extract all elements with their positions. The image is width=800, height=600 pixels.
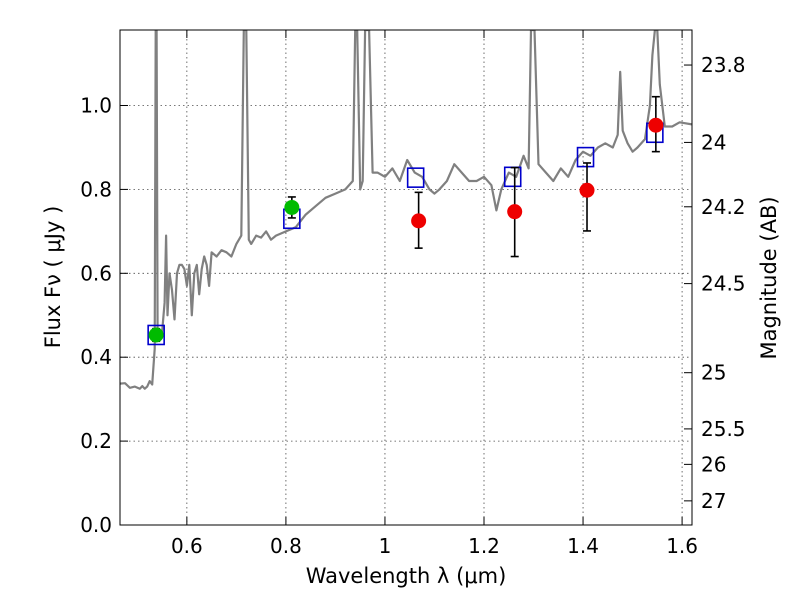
x-tick-label-1: 0.8 (270, 534, 302, 558)
y-tick-label-5: 1.0 (80, 94, 112, 118)
detection-point-0 (148, 327, 164, 343)
model-photometry-square-4 (576, 146, 595, 168)
x-axis-label: Wavelength λ (μm) (306, 564, 507, 588)
grid-lines (120, 30, 692, 525)
ir-measurement-point-3 (648, 117, 664, 133)
ir-measurement-point-0 (411, 213, 427, 229)
spectrum-line (120, 30, 692, 390)
y-tick-label-1: 0.2 (80, 429, 112, 453)
detection-point-1 (284, 199, 300, 215)
x-tick-label-2: 1 (379, 534, 392, 558)
ir-measurement-point-2 (579, 182, 595, 198)
plot-frame (119, 29, 693, 526)
x-tick-label-0: 0.6 (171, 534, 203, 558)
ir-measurement-point-1 (507, 204, 523, 220)
y-tick-label-3: 0.6 (80, 261, 112, 285)
x-tick-label-4: 1.4 (567, 534, 599, 558)
right-tick-label-5: 25.5 (701, 417, 746, 441)
y-axis-label: Flux Fν ( μJy ) (41, 206, 65, 349)
y-right-axis-label: Magnitude (AB) (757, 196, 781, 359)
right-tick-label-6: 26 (701, 452, 726, 476)
model-photometry-square-0 (147, 324, 165, 346)
right-tick-label-7: 27 (701, 489, 726, 513)
marker-layer (147, 95, 664, 346)
spectrum-layer (120, 30, 692, 390)
right-tick-label-2: 24.2 (701, 195, 746, 219)
y-tick-label-4: 0.8 (80, 177, 112, 201)
right-tick-label-3: 24.5 (701, 272, 746, 296)
model-photometry-square-2 (406, 167, 425, 188)
y-tick-label-2: 0.4 (80, 345, 112, 369)
right-tick-label-4: 25 (701, 361, 726, 385)
right-tick-label-1: 24 (701, 130, 726, 154)
tick-layer: 0.6 0.8 1 1.2 1.4 1.6 0.0 0.2 0.4 0.6 0.8 1.0 23.8 24… (80, 30, 746, 558)
plot-background (120, 30, 692, 525)
x-tick-label-5: 1.6 (666, 534, 698, 558)
right-tick-label-0: 23.8 (701, 53, 746, 77)
x-tick-label-3: 1.2 (468, 534, 500, 558)
y-tick-label-0: 0.0 (80, 513, 112, 537)
